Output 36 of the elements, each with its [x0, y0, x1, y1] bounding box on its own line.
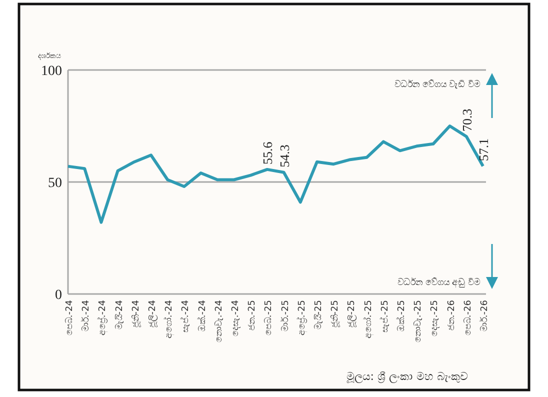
x-tick-label: ජූනි-25 [330, 300, 341, 328]
x-tick-label: ජූලි-25 [347, 300, 358, 328]
x-tick-label: පෙබ.-25 [264, 300, 274, 336]
x-tick-label: අගෝ.-25 [362, 300, 374, 339]
y-tick-label: 0 [55, 288, 62, 303]
annotation: වර්ධන වේගය වැඩි වීම [394, 79, 481, 90]
x-tick-label: අප්‍රේ.-25 [296, 300, 308, 336]
data-label: 57.1 [476, 138, 491, 162]
data-label: 55.6 [260, 141, 276, 164]
y-tick-label: 50 [48, 176, 62, 191]
x-tick-label: ඔක්.-25 [396, 300, 407, 332]
x-tick-label: ඔක්.-24 [196, 300, 208, 332]
x-tick-label: මාර්.-24 [80, 300, 92, 332]
x-tick-label: ජූනි-24 [130, 300, 142, 328]
x-tick-label: මැයි-25 [313, 300, 324, 330]
x-tick-label: පෙබ.-26 [463, 300, 474, 336]
x-tick-label: පෙබ.-24 [65, 300, 75, 336]
x-tick-label: නොවැ.-24 [214, 300, 224, 343]
x-tick-label: මාර්.-26 [479, 300, 490, 332]
x-tick-label: ජූලි-24 [148, 300, 158, 328]
x-tick-label: සැප්.-24 [180, 300, 192, 333]
x-tick-label: නොවැ.-25 [414, 300, 424, 343]
x-tick-label: මාර්.-25 [280, 300, 291, 332]
x-tick-label: සැප්.-25 [379, 300, 390, 333]
data-label: 70.3 [459, 108, 474, 132]
x-tick-label: ජන.-25 [248, 300, 258, 331]
x-tick-label: දෙසැ.-25 [430, 300, 440, 337]
y-tick-label: 100 [41, 64, 62, 79]
x-tick-label: අප්‍රේ.-24 [97, 300, 108, 336]
annotation: වර්ධන වේගය අඩු වීම [397, 277, 481, 288]
x-tick-label: දෙසැ.-24 [231, 300, 241, 337]
data-label: 54.3 [276, 144, 292, 168]
x-tick-label: මැයි-24 [114, 300, 125, 330]
text: මූලය: ශ්‍රී ලංකා මහ බැංකුව [346, 370, 468, 384]
x-tick-label: ජන.-26 [446, 300, 457, 331]
x-tick-label: අගෝ.-24 [164, 300, 175, 339]
